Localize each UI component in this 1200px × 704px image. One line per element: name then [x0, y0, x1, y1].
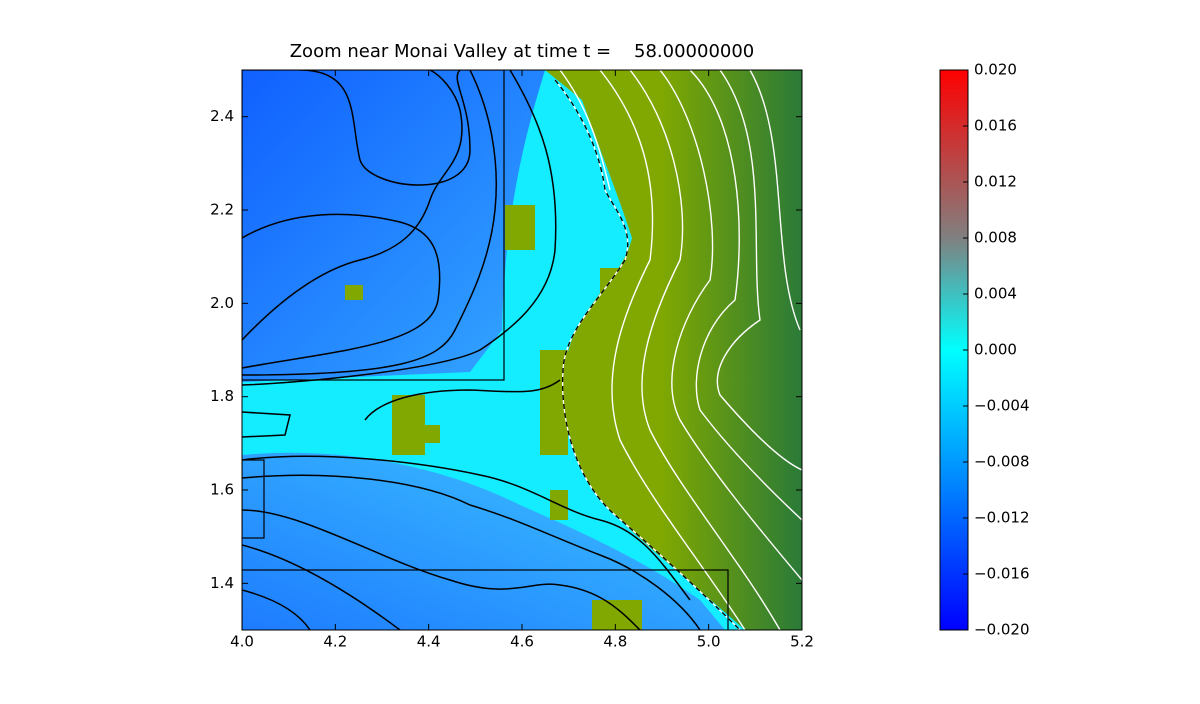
land [545, 70, 802, 630]
zoom-boxes [242, 70, 729, 630]
colorbar-tick-label: 0.016 [974, 117, 1017, 135]
x-tick-label: 5.0 [697, 633, 721, 651]
water-deep [242, 452, 725, 630]
colorbar-tick-label: 0.008 [974, 229, 1017, 247]
chart-title: Zoom near Monai Valley at time t = 58.00… [290, 41, 755, 62]
y-tick-label: 1.6 [210, 481, 234, 499]
colorbar-tick-label: −0.012 [974, 509, 1030, 527]
colorbar-tick-label: −0.004 [974, 397, 1030, 415]
contours [242, 70, 701, 630]
colorbar-tick-label: −0.020 [974, 621, 1030, 639]
colorbar-tick-label: −0.016 [974, 565, 1030, 583]
y-tick-label: 1.4 [210, 574, 234, 592]
y-tick-label: 1.8 [210, 387, 234, 405]
x-tick-label: 5.2 [790, 633, 814, 651]
colorbar-tick-label: 0.004 [974, 285, 1017, 303]
y-tick-label: 2.0 [210, 294, 234, 312]
x-tick-label: 4.4 [417, 633, 441, 651]
y-tick-label: 2.2 [210, 201, 234, 219]
colorbar-tick-label: −0.008 [974, 453, 1030, 471]
land-contours [559, 70, 802, 630]
colorbar-tick-label: 0.000 [974, 341, 1017, 359]
x-tick-label: 4.0 [230, 633, 254, 651]
shoreline [554, 79, 741, 630]
colorbar-tick-label: 0.020 [974, 61, 1017, 79]
y-tick-label: 2.4 [210, 107, 234, 125]
land-patches [345, 205, 642, 630]
x-tick-label: 4.2 [323, 633, 347, 651]
colorbar-tick-label: 0.012 [974, 173, 1017, 191]
x-tick-label: 4.6 [510, 633, 534, 651]
field [242, 70, 802, 630]
x-tick-label: 4.8 [603, 633, 627, 651]
